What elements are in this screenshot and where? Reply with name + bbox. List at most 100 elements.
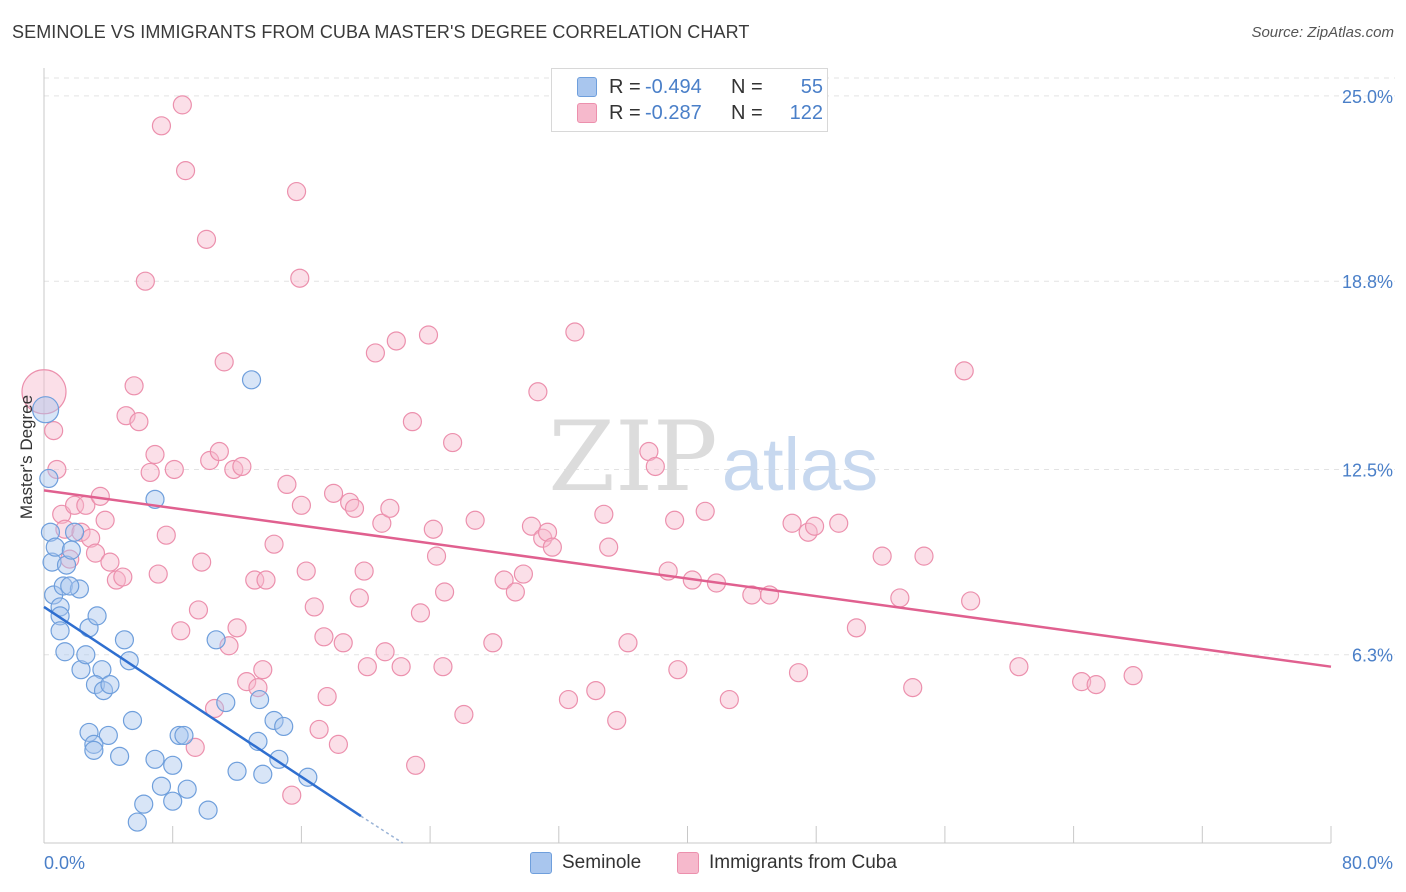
point-seminole xyxy=(110,746,130,766)
point-cuba xyxy=(204,698,225,719)
point-seminole xyxy=(45,537,65,557)
point-cuba xyxy=(402,412,423,432)
point-cuba xyxy=(890,588,910,608)
point-cuba xyxy=(558,689,579,710)
point-cuba xyxy=(264,534,284,554)
trend-lines xyxy=(43,489,1332,844)
point-cuba xyxy=(804,516,825,536)
point-cuba xyxy=(286,181,307,202)
point-cuba xyxy=(406,755,426,775)
source-label: Source: ZipAtlas.com xyxy=(1251,24,1394,41)
point-cuba xyxy=(434,582,455,602)
legend-swatch-cuba xyxy=(677,852,699,874)
point-seminole xyxy=(163,791,183,811)
point-cuba xyxy=(1123,666,1143,686)
point-cuba xyxy=(188,600,209,620)
point-seminole xyxy=(32,396,60,424)
point-seminole xyxy=(169,725,189,746)
point-cuba xyxy=(256,570,276,590)
point-cuba xyxy=(304,597,324,617)
point-cuba xyxy=(185,737,205,757)
point-seminole xyxy=(84,740,104,760)
point-cuba xyxy=(618,633,638,653)
point-cuba xyxy=(542,537,562,557)
point-cuba xyxy=(586,680,606,701)
point-seminole xyxy=(227,761,247,781)
point-cuba xyxy=(156,525,176,545)
point-seminole xyxy=(151,776,172,796)
point-seminole xyxy=(298,767,318,787)
point-cuba xyxy=(135,271,155,291)
point-cuba xyxy=(140,462,160,483)
point-cuba xyxy=(148,564,168,584)
point-cuba xyxy=(418,325,439,345)
point-cuba xyxy=(354,561,374,581)
point-cuba xyxy=(64,495,85,515)
point-cuba xyxy=(124,376,144,396)
point-seminole xyxy=(216,692,236,713)
legend-item-cuba[interactable]: Immigrants from Cuba xyxy=(677,852,897,874)
point-cuba xyxy=(282,785,302,805)
point-seminole xyxy=(55,642,75,662)
watermark: ZIP atlas xyxy=(548,401,878,513)
gridlines xyxy=(44,77,1395,656)
tick-labels: 6.3% 12.5% 18.8% 25.0% 0.0% 80.0% xyxy=(44,87,1393,873)
series-legend: Seminole Immigrants from Cuba xyxy=(0,852,1406,878)
point-seminole xyxy=(206,630,226,650)
point-cuba xyxy=(344,498,365,518)
point-seminole xyxy=(264,710,284,731)
axes xyxy=(43,68,1332,844)
trend-line-seminole-extension xyxy=(360,815,404,844)
point-cuba xyxy=(423,519,443,539)
point-seminole xyxy=(249,689,270,710)
legend-row-seminole: R = -0.494 N = 55 xyxy=(552,74,823,100)
point-cuba xyxy=(232,456,252,477)
legend-r-label: R = xyxy=(609,101,641,124)
point-cuba xyxy=(410,603,431,623)
legend-r-value: -0.494 xyxy=(645,75,702,98)
point-seminole xyxy=(76,645,96,665)
point-cuba xyxy=(333,633,353,653)
point-cuba xyxy=(1009,657,1029,677)
point-cuba xyxy=(291,495,311,515)
point-seminole xyxy=(60,576,80,596)
point-cuba xyxy=(113,567,133,587)
point-seminole xyxy=(198,800,218,820)
point-cuba xyxy=(323,483,344,503)
point-seminole xyxy=(53,576,73,596)
point-cuba xyxy=(209,441,229,462)
point-cuba xyxy=(296,561,316,581)
y-tick-label: 12.5% xyxy=(1342,460,1393,480)
point-cuba xyxy=(528,382,548,402)
point-seminole xyxy=(71,660,91,680)
point-cuba xyxy=(129,412,149,432)
y-tick-label: 25.0% xyxy=(1342,87,1393,107)
point-cuba xyxy=(782,513,802,533)
point-seminole xyxy=(100,675,120,695)
point-cuba xyxy=(1086,675,1106,695)
point-cuba xyxy=(505,582,525,602)
point-cuba xyxy=(494,570,514,590)
chart-title: SEMINOLE VS IMMIGRANTS FROM CUBA MASTER'… xyxy=(12,22,750,42)
point-cuba xyxy=(375,642,395,662)
legend-swatch-seminole xyxy=(530,852,552,874)
point-cuba xyxy=(151,116,172,136)
point-cuba xyxy=(164,459,184,480)
point-cuba xyxy=(426,546,447,566)
trend-line-seminole xyxy=(43,605,362,818)
point-cuba xyxy=(846,618,867,638)
point-cuba xyxy=(71,522,91,542)
x-tick-label: 0.0% xyxy=(44,853,85,873)
point-cuba xyxy=(372,513,392,533)
point-cuba xyxy=(196,229,217,249)
point-cuba xyxy=(645,456,665,477)
point-cuba xyxy=(695,501,715,521)
legend-n-value: 122 xyxy=(789,101,823,124)
legend-item-seminole[interactable]: Seminole xyxy=(530,852,641,874)
point-cuba xyxy=(245,570,265,590)
point-cuba xyxy=(433,657,453,677)
legend-row-cuba: R = -0.287 N = 122 xyxy=(552,100,823,126)
point-cuba xyxy=(237,672,257,692)
point-cuba xyxy=(100,552,120,572)
